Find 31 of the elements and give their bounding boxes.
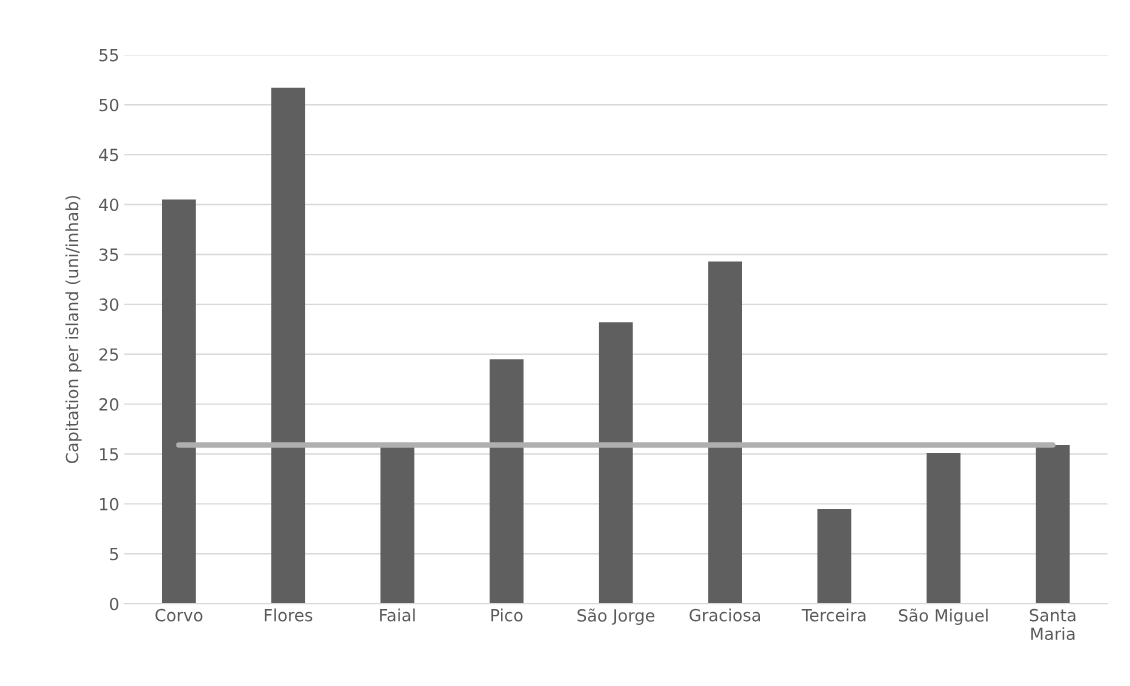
x-tick-label: Santa Maria (1029, 608, 1076, 641)
y-tick-label: 40 (99, 198, 119, 212)
x-tick-label: Pico (491, 608, 523, 622)
bar (598, 322, 633, 604)
x-tick-label: São Jorge (577, 608, 655, 625)
y-tick-label: 0 (109, 597, 119, 611)
x-tick-label: Faial (380, 608, 415, 622)
x-tick-label: Graciosa (689, 608, 760, 622)
y-tick-label: 30 (99, 298, 119, 311)
bar (708, 261, 743, 604)
x-tick-label: Terceira (801, 608, 866, 622)
bar (1035, 445, 1070, 604)
bar (271, 87, 306, 604)
bar (161, 199, 196, 604)
y-tick-label: 15 (100, 448, 118, 461)
y-tick-label: 50 (99, 98, 119, 112)
y-axis-title: Capitation per island (uni/inhab) (65, 195, 82, 464)
y-tick-label: 20 (99, 398, 119, 411)
x-tick-label: Flores (264, 608, 313, 622)
bar (926, 453, 961, 604)
y-tick-label: 55 (99, 49, 118, 62)
bar (817, 508, 852, 604)
y-tick-label: 35 (99, 248, 118, 262)
x-tick-label: São Miguel (898, 608, 988, 625)
y-tick-label: 25 (99, 348, 118, 361)
x-tick-label: Corvo (155, 608, 203, 622)
bar (380, 447, 415, 604)
bar (489, 359, 524, 604)
y-tick-label: 45 (99, 148, 118, 162)
y-tick-label: 10 (100, 497, 119, 511)
y-tick-label: 5 (110, 547, 118, 561)
